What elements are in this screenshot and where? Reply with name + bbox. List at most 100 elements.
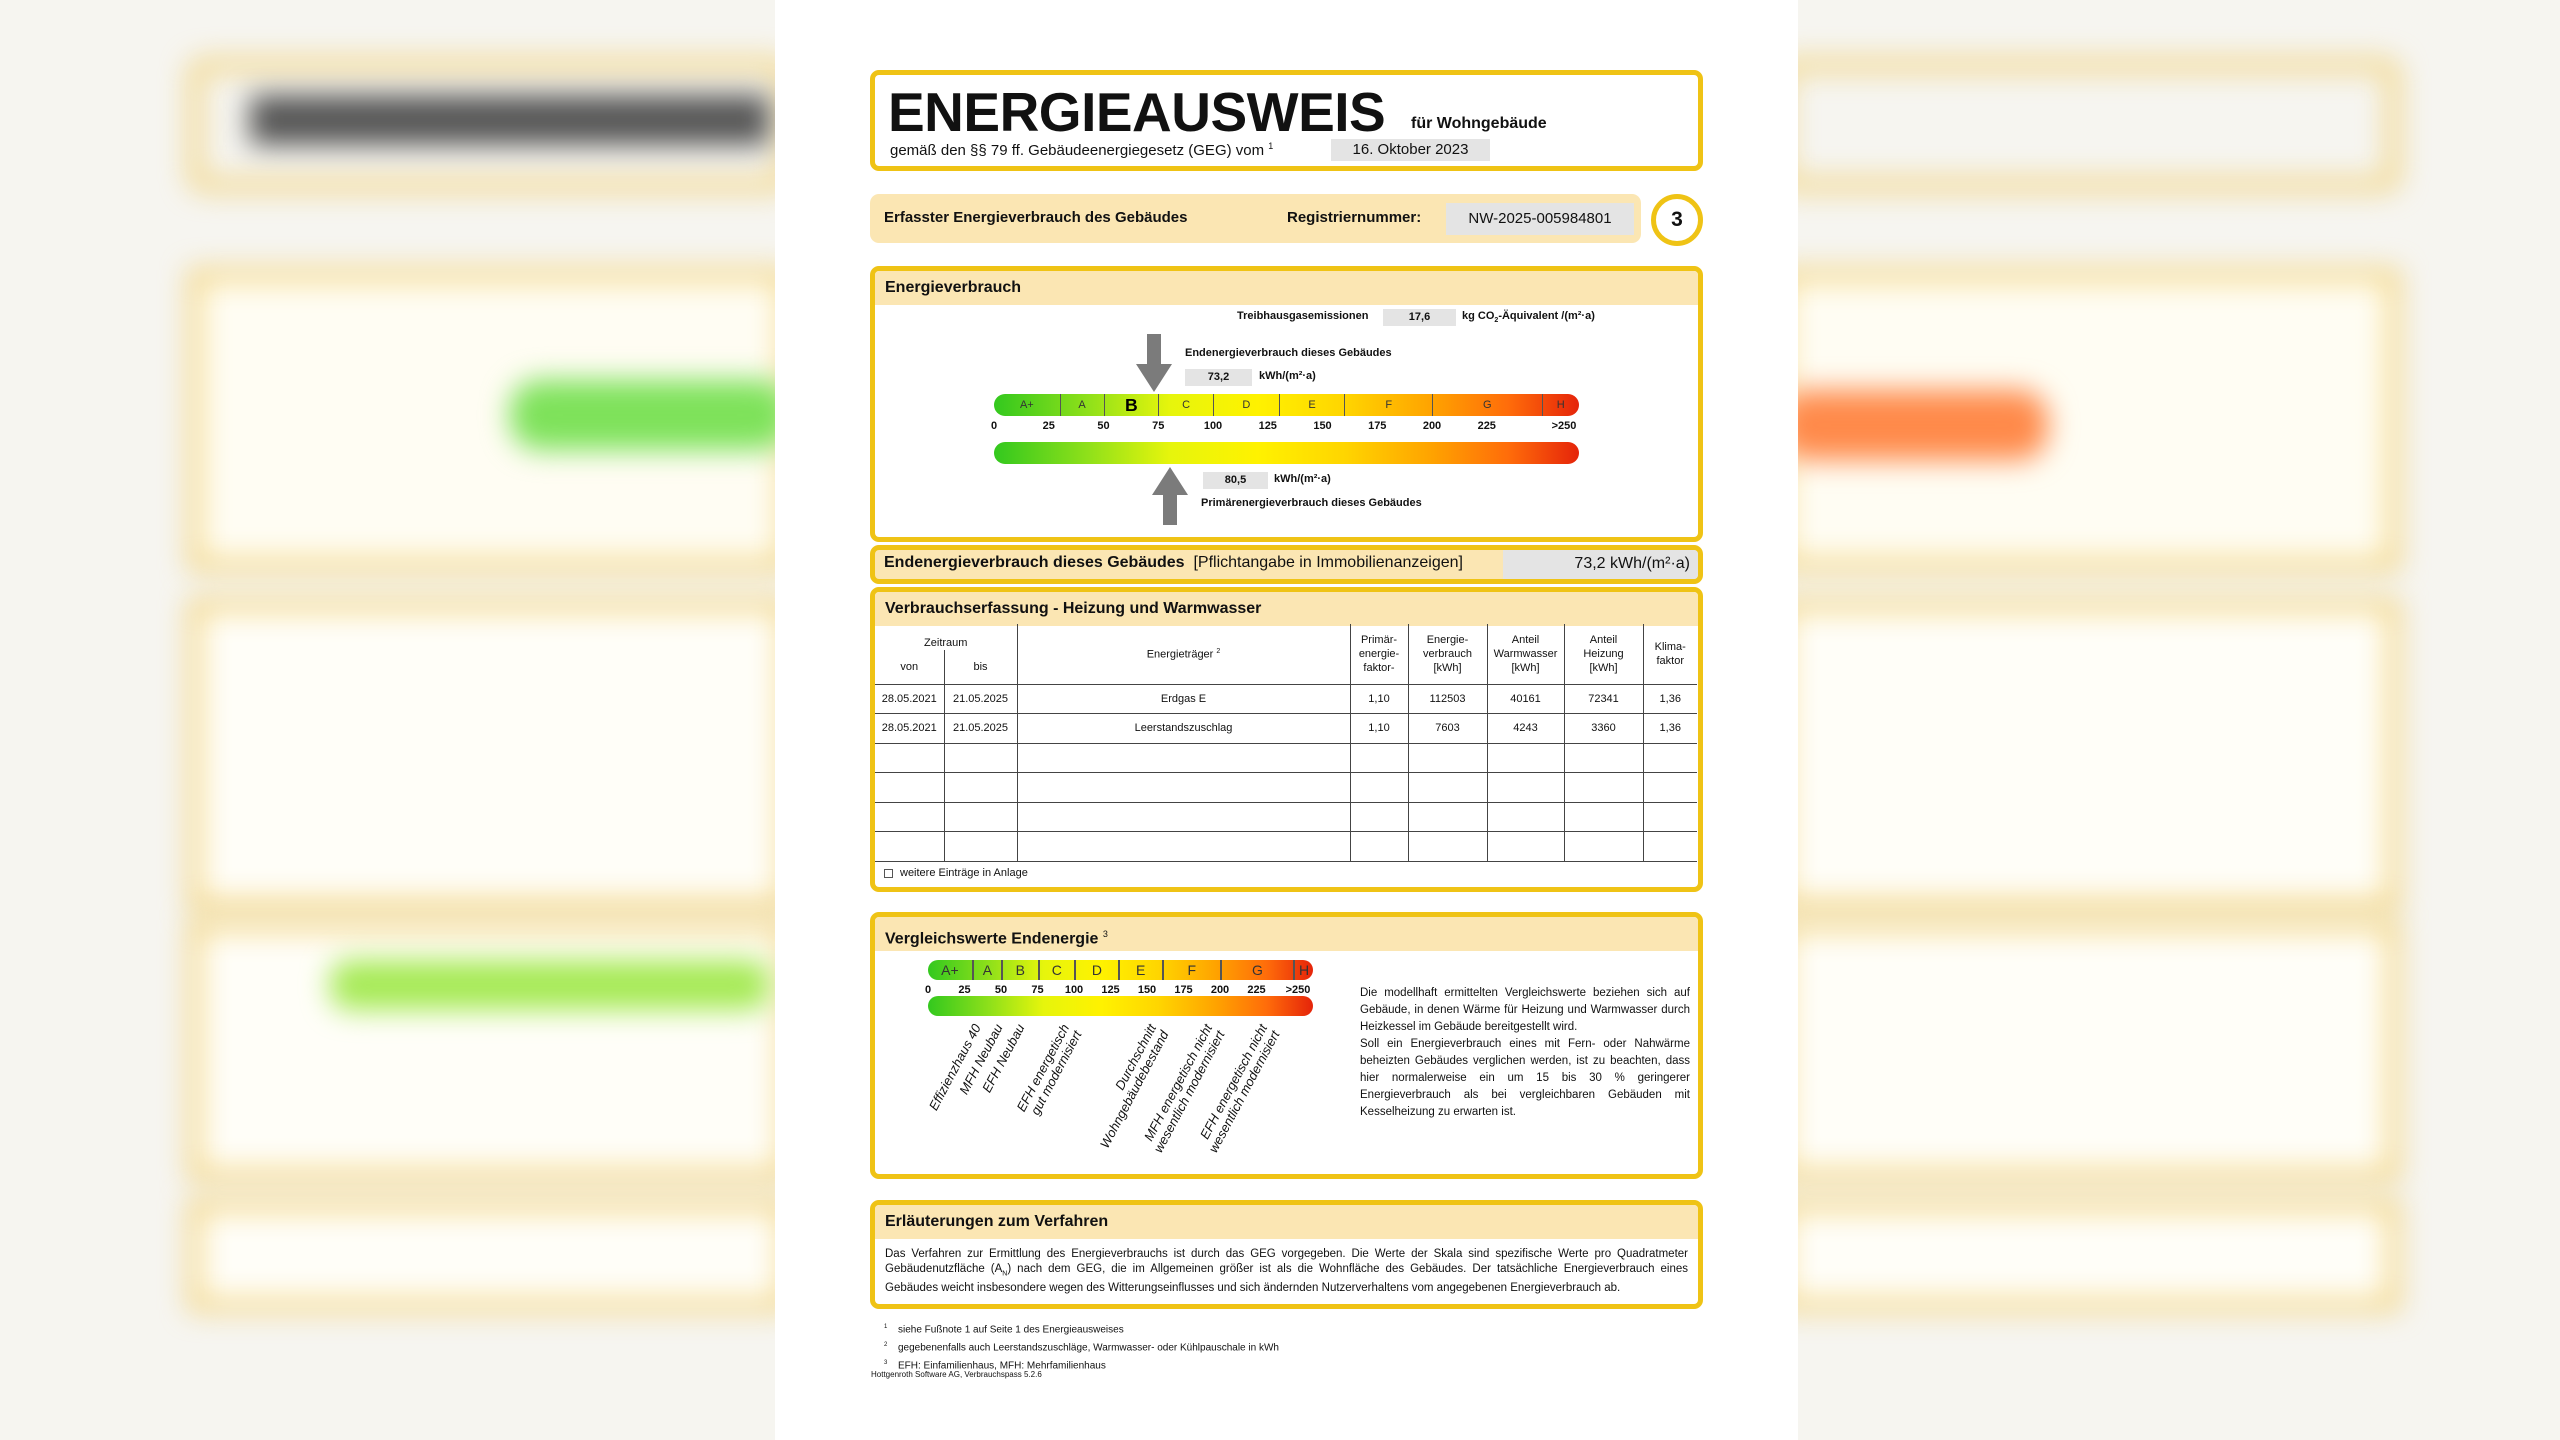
scale-tick-label: 75	[1152, 420, 1165, 432]
from-header: von	[900, 660, 919, 673]
scale-tick-label: 100	[1064, 984, 1084, 996]
table-cell	[1016, 802, 1350, 832]
registration-label: Registriernummer:	[1287, 209, 1422, 226]
table-cell	[1563, 802, 1643, 832]
table-cell	[1486, 772, 1564, 802]
law-date: 16. Oktober 2023	[1331, 139, 1490, 161]
scale-bottom-bar	[928, 996, 1313, 1016]
table-cell	[1407, 743, 1487, 773]
table-row: 28.05.2021 21.05.2025 Erdgas E 1,10 112503 40…	[875, 684, 1697, 714]
more-entries: weitere Einträge in Anlage	[884, 867, 1028, 879]
table-cell: 28.05.2021	[881, 692, 937, 705]
ghg-unit-text: kg CO	[1462, 310, 1495, 322]
scale-tick-label: 175	[1368, 420, 1387, 432]
table-cell: 4243	[1486, 713, 1564, 743]
footnote-text: siehe Fußnote 1 auf Seite 1 des Energiea…	[898, 1324, 1124, 1336]
page-number-badge: 3	[1651, 194, 1703, 246]
table-cell	[1642, 831, 1697, 861]
col-header-text: Energieträger	[1146, 649, 1214, 662]
section-heading: Vergleichswerte Endenergie 3	[875, 917, 1698, 951]
scale-tick-label: 100	[1203, 420, 1223, 432]
table-cell	[875, 743, 944, 773]
table-cell	[875, 802, 944, 832]
table-cell: 72341	[1563, 684, 1643, 714]
arrow-down-icon	[1136, 334, 1173, 392]
explanation-text-a: Das Verfahren zur Ermittlung des Energie…	[885, 1248, 1688, 1275]
table-cell	[1349, 831, 1408, 861]
table-cell	[943, 743, 1017, 773]
table-cell	[1642, 772, 1697, 802]
scale-tick-label: >250	[1551, 420, 1577, 432]
scale-tick-label: 75	[1031, 984, 1044, 996]
table-cell: 21.05.2025	[943, 713, 1017, 743]
scale-band-a: A	[971, 960, 1001, 980]
scale-band-d: D	[1213, 394, 1279, 416]
table-cell: Leerstandszuschlag	[1016, 713, 1350, 743]
footnote-ref: 2	[1216, 648, 1221, 656]
scale-band-a-plus: A+	[1019, 399, 1034, 411]
scale-band-g: G	[1220, 960, 1293, 980]
scale-band-e: E	[1278, 394, 1345, 416]
table-cell	[1486, 743, 1564, 773]
table-cell: 1,36	[1642, 713, 1697, 743]
to-header: bis	[943, 650, 1017, 684]
scale-band-f: F	[1344, 394, 1432, 416]
final-energy-summary-text: Endenergieverbrauch dieses Gebäudes [Pfl…	[884, 554, 1463, 572]
table-cell	[1407, 831, 1487, 861]
footnote-number: 3	[884, 1359, 888, 1366]
consumption-table: Zeitraum Energieträger 2 Primär- energie…	[875, 624, 1697, 862]
more-entries-checkbox[interactable]	[884, 868, 893, 878]
scale-band-h: H	[1293, 960, 1313, 980]
table-cell: 1,10	[1349, 713, 1408, 743]
table-cell: 112503	[1407, 684, 1487, 714]
footnote: 3 EFH: Einfamilienhaus, MFH: Mehrfamilien…	[884, 1356, 1279, 1374]
table-cell: 7603	[1407, 713, 1487, 743]
scale-tick-label: 200	[1422, 420, 1442, 432]
period-header: Zeitraum	[924, 637, 968, 649]
blurred-background-left	[0, 0, 775, 1440]
final-energy-summary	[870, 545, 1703, 584]
explanation-section: Erläuterungen zum Verfahren Das Verfahre…	[870, 1200, 1703, 1309]
comparison-text-1: Die modellhaft ermittelten Vergleichswer…	[1360, 987, 1690, 1033]
table-cell	[943, 772, 1017, 802]
primary-energy-value: 80,5	[1203, 472, 1268, 489]
scale-tick-label: >250	[1285, 984, 1311, 996]
final-energy-value: 73,2	[1185, 369, 1252, 386]
registration-number: NW-2025-005984801	[1446, 203, 1634, 235]
scale-tick-label: 150	[1137, 984, 1157, 996]
table-cell: 21.05.2025	[943, 684, 1017, 714]
table-cell	[943, 831, 1017, 861]
scale-band-e: E	[1117, 960, 1162, 980]
scale-tick-label: 125	[1101, 984, 1120, 996]
scale-tick-label: 0	[924, 984, 932, 996]
comparison-section: Vergleichswerte Endenergie 3	[870, 912, 1703, 1179]
scale-tick-label: 0	[990, 420, 998, 432]
primary-energy-label: Primärenergieverbrauch dieses Gebäudes	[1201, 497, 1422, 509]
section-heading: Energieverbrauch	[875, 271, 1698, 305]
table-cell	[1349, 772, 1408, 802]
ghg-unit-sub: 2	[1494, 317, 1499, 325]
section-heading: Verbrauchserfassung - Heizung und Warmwa…	[875, 592, 1698, 626]
table-cell	[1486, 831, 1564, 861]
table-cell: 28.05.2021	[881, 722, 937, 735]
table-cell	[875, 832, 944, 862]
scale-tick-label: 125	[1258, 420, 1277, 432]
table-cell	[1486, 802, 1564, 832]
more-entries-label: weitere Einträge in Anlage	[900, 867, 1028, 879]
table-row	[875, 831, 1697, 862]
col-header: Energieträger 2	[1016, 624, 1350, 684]
footnote-text: gegebenenfalls auch Leerstandszuschläge,…	[898, 1342, 1279, 1354]
scale-band-g: G	[1432, 394, 1542, 416]
table-cell	[943, 802, 1017, 832]
table-row: 28.05.2021 21.05.2025 Leerstandszuschlag 1,…	[875, 713, 1697, 743]
col-header: Anteil Heizung [kWh]	[1563, 624, 1643, 684]
comparison-text-2: Soll ein Energieverbrauch eines mit Fern…	[1360, 1038, 1690, 1118]
table-cell	[875, 773, 944, 803]
primary-energy-unit: kWh/(m²·a)	[1274, 473, 1331, 485]
col-header: Energie- verbrauch [kWh]	[1407, 624, 1487, 684]
final-energy-unit: kWh/(m²·a)	[1259, 370, 1316, 382]
table-cell	[1349, 802, 1408, 832]
scale-band-c: C	[1158, 394, 1213, 416]
scale-band-f: F	[1161, 960, 1220, 980]
